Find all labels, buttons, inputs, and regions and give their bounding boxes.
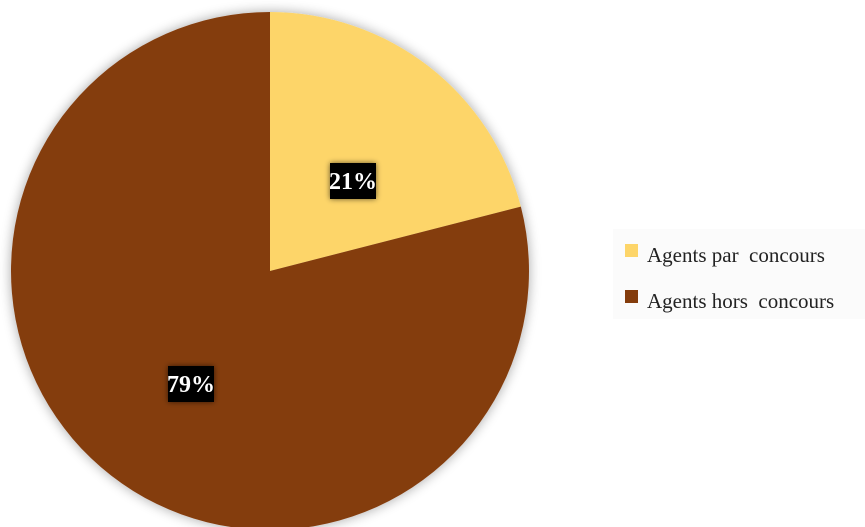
chart-legend: Agents par concours Agents hors concours xyxy=(613,229,865,319)
data-label-agents-par-concours: 21% xyxy=(329,163,377,199)
legend-label-agents-hors-concours: Agents hors concours xyxy=(647,288,835,313)
pie-data-labels: 21% 79% xyxy=(167,163,377,402)
pie-slices xyxy=(11,12,529,527)
legend-item-agents-par-concours: Agents par concours xyxy=(625,241,825,269)
legend-item-agents-hors-concours: Agents hors concours xyxy=(625,287,834,315)
pie-slice-agents-par-concours xyxy=(270,12,521,271)
legend-swatch-agents-hors-concours xyxy=(625,289,638,303)
data-label-agents-hors-concours: 79% xyxy=(167,366,215,402)
legend-label-agents-par-concours: Agents par concours xyxy=(647,242,825,267)
data-label-text: 21% xyxy=(329,169,377,195)
legend-swatch-agents-par-concours xyxy=(625,243,638,257)
data-label-text: 79% xyxy=(167,372,215,398)
data-label-box xyxy=(168,366,214,402)
pie-slice-agents-hors-concours xyxy=(11,12,529,527)
data-label-box xyxy=(330,163,376,199)
